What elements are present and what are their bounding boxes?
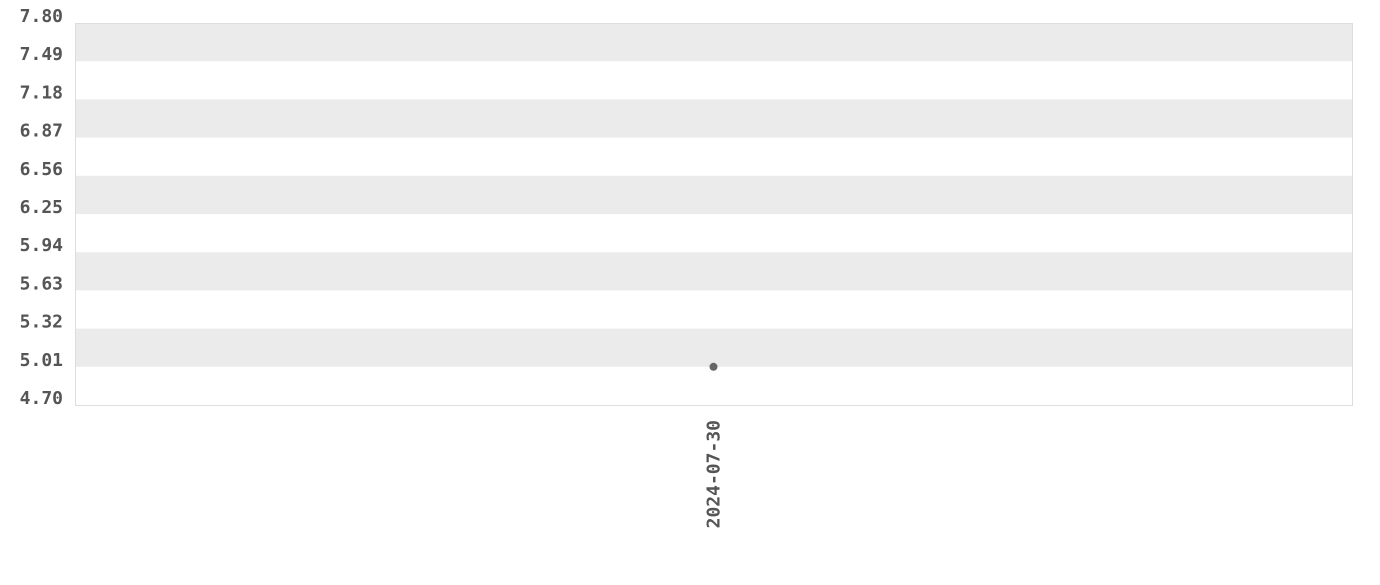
y-tick-label: 6.25	[20, 197, 63, 218]
grid-band	[75, 175, 1352, 214]
y-tick-label: 4.70	[20, 388, 63, 409]
y-tick-label: 5.32	[20, 312, 63, 333]
y-tick-label: 5.94	[20, 235, 64, 256]
data-points	[709, 362, 718, 371]
grid-band	[75, 252, 1352, 291]
y-tick-label: 7.18	[20, 82, 63, 103]
grid-band	[75, 99, 1352, 138]
y-tick-label: 5.63	[20, 273, 63, 294]
y-tick-label: 7.80	[20, 6, 63, 27]
y-tick-label: 7.49	[20, 44, 63, 65]
y-tick-label: 6.56	[20, 159, 63, 180]
grid-band	[75, 23, 1352, 62]
grid-band	[75, 328, 1352, 367]
x-tick-label: 2024-07-30	[704, 420, 725, 528]
y-tick-label: 6.87	[20, 121, 63, 142]
grid-bands	[75, 23, 1352, 367]
data-point	[709, 362, 718, 371]
y-axis-ticks: 7.80 7.49 7.18 6.87 6.56 6.25 5.94 5.63 5.32 5.01…	[20, 6, 64, 409]
x-axis-ticks: 2024-07-30	[704, 420, 725, 528]
plot-border	[75, 23, 1353, 406]
y-tick-label: 5.01	[20, 350, 63, 371]
